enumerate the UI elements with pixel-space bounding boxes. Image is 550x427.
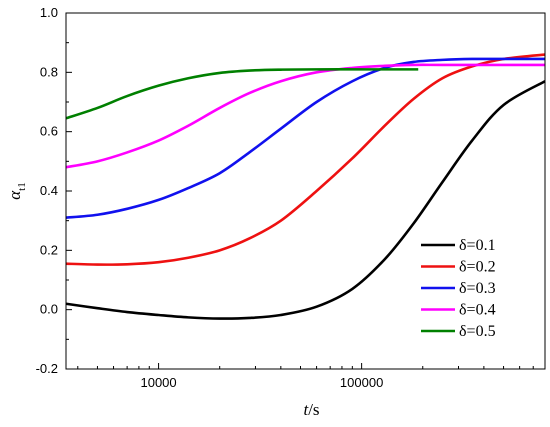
series-line-5 bbox=[65, 68, 419, 120]
series-lines bbox=[65, 53, 546, 320]
legend-label: δ=0.2 bbox=[459, 259, 496, 276]
y-tick-label: 0.4 bbox=[40, 183, 58, 198]
y-tick-label: 0.0 bbox=[40, 302, 58, 317]
y-tick-label: 0.8 bbox=[40, 64, 58, 79]
x-axis-title: t/s bbox=[303, 400, 319, 419]
legend-label: δ=0.4 bbox=[459, 302, 496, 319]
y-tick-label: -0.2 bbox=[36, 361, 58, 376]
series-line-1 bbox=[65, 80, 546, 320]
y-axis-title-subscript: t1 bbox=[16, 182, 28, 191]
legend: δ=0.1 δ=0.2 δ=0.3 δ=0.4 δ=0.5 bbox=[421, 237, 496, 340]
y-tick-label: 0.2 bbox=[40, 242, 58, 257]
x-axis-title-var: t bbox=[303, 400, 309, 419]
legend-label: δ=0.3 bbox=[459, 280, 496, 297]
series-line-3 bbox=[65, 57, 545, 219]
plot-area-frame bbox=[65, 12, 546, 370]
y-axis-title: αt1 bbox=[5, 182, 28, 200]
y-tick-label: 0.6 bbox=[40, 124, 58, 139]
legend-label: δ=0.5 bbox=[459, 323, 496, 340]
x-axis-title-unit: /s bbox=[308, 400, 319, 419]
x-tick-label: 10000 bbox=[140, 375, 176, 390]
series-line-2 bbox=[65, 53, 546, 266]
tick-labels: -0.2 0.0 0.2 0.4 0.6 0.8 1.0 10000 100000 bbox=[36, 5, 384, 390]
x-tick-label: 100000 bbox=[340, 375, 383, 390]
y-tick-label: 1.0 bbox=[40, 5, 58, 20]
y-axis-title-var: α bbox=[5, 190, 24, 200]
series-line-4 bbox=[65, 63, 545, 169]
legend-label: δ=0.1 bbox=[459, 237, 496, 254]
